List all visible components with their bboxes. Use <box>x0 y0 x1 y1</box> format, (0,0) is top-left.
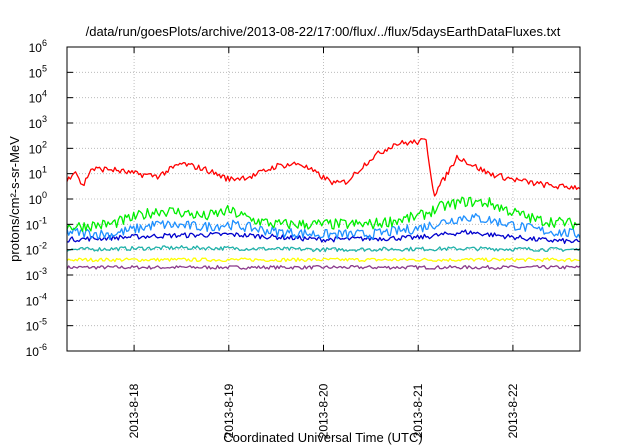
y-tick-label: 10-5 <box>26 317 47 334</box>
series-line-2 <box>66 213 581 240</box>
y-tick-label: 100 <box>29 190 47 207</box>
y-tick-exponent: 6 <box>42 38 47 48</box>
y-tick-exponent: -5 <box>39 317 47 327</box>
y-tick-exponent: 5 <box>42 63 47 73</box>
y-tick-label: 10-1 <box>26 215 47 232</box>
y-tick-label: 106 <box>29 38 47 55</box>
x-tick-label: 2013-8-18 <box>127 383 141 438</box>
y-tick-label: 10-2 <box>26 241 47 258</box>
y-tick-label: 104 <box>29 89 47 106</box>
series-line-0 <box>66 138 581 197</box>
series-line-5 <box>66 257 581 263</box>
y-tick-exponent: 0 <box>42 190 47 200</box>
y-tick-exponent: -2 <box>39 241 47 251</box>
y-tick-exponent: -3 <box>39 266 47 276</box>
y-tick-label: 10-4 <box>26 291 47 308</box>
y-tick-exponent: 4 <box>42 89 47 99</box>
y-tick-exponent: -6 <box>39 342 47 352</box>
x-tick-label: 2013-8-19 <box>222 383 236 438</box>
x-tick-labels: 2013-8-18 2013-8-19 2013-8-20 2013-8-21 2013… <box>127 383 520 438</box>
x-tick-label: 2013-8-22 <box>506 383 520 438</box>
series-line-1 <box>66 196 580 232</box>
y-tick-exponent: 3 <box>42 114 47 124</box>
chart-title: /data/run/goesPlots/archive/2013-08-22/1… <box>86 24 561 39</box>
y-tick-exponent: -1 <box>39 215 47 225</box>
y-tick-label: 10-6 <box>26 342 47 359</box>
x-tick-label: 2013-8-21 <box>411 383 425 438</box>
series-line-4 <box>66 245 581 253</box>
y-axis-title: protons/cm²-s-sr-MeV <box>7 136 22 262</box>
x-axis-title: Coordinated Universal Time (UTC) <box>223 430 422 445</box>
y-tick-label: 103 <box>29 114 47 131</box>
series-layer <box>66 138 581 270</box>
tick-marks <box>67 46 580 352</box>
series-line-6 <box>66 264 581 270</box>
series-line-3 <box>66 229 581 245</box>
grid-lines <box>67 47 580 351</box>
y-tick-label: 10-3 <box>26 266 47 283</box>
y-tick-label: 102 <box>29 139 47 156</box>
y-tick-exponent: 1 <box>42 165 47 175</box>
y-tick-exponent: -4 <box>39 291 47 301</box>
x-tick-label: 2013-8-20 <box>317 383 331 438</box>
y-tick-label: 101 <box>29 165 47 182</box>
y-tick-exponent: 2 <box>42 139 47 149</box>
y-tick-label: 105 <box>29 63 47 80</box>
y-tick-labels: 10-610-510-410-310-210-11001011021031041… <box>26 38 47 359</box>
